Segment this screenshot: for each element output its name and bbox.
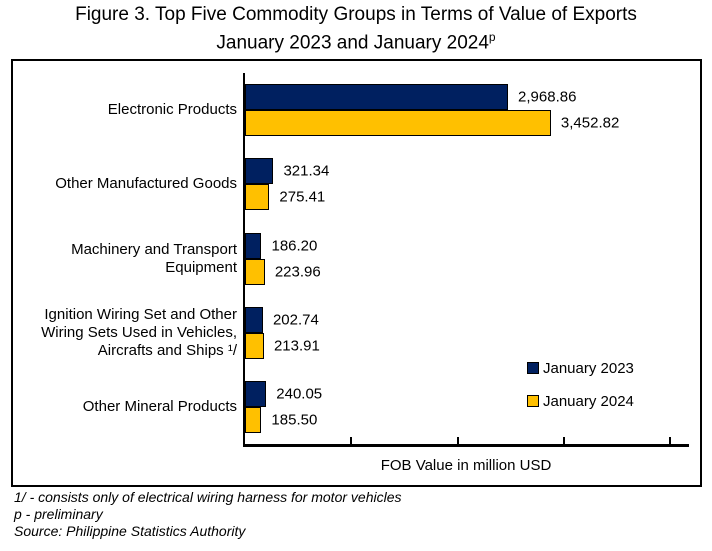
- value-label: 321.34: [283, 162, 330, 180]
- y-axis-line: [243, 73, 245, 446]
- value-label: 240.05: [276, 385, 323, 403]
- x-axis-tick: [669, 437, 672, 444]
- category-label: Other Manufactured Goods: [55, 175, 237, 193]
- x-axis-tick: [456, 437, 459, 444]
- value-label: 202.74: [272, 311, 319, 329]
- chart-title: Figure 3. Top Five Commodity Groups in T…: [0, 4, 712, 54]
- footnote-preliminary: p - preliminary: [14, 506, 103, 522]
- bar-january-2023: [245, 158, 274, 185]
- legend-label: January 2023: [543, 359, 634, 377]
- bar-january-2024: [245, 406, 262, 433]
- bar-january-2023: [245, 380, 267, 407]
- x-axis-tick: [562, 437, 565, 444]
- value-label: 3,452.82: [560, 114, 620, 132]
- category-label: Electronic Products: [107, 101, 237, 119]
- chart-canvas: Electronic Products Other Manufactured Go…: [11, 59, 702, 487]
- legend-label: January 2024: [543, 392, 634, 410]
- plot-area: 2,968.86 3,452.82 321.34 275.41 186.20 223.96…: [245, 73, 698, 444]
- bar-january-2024: [245, 110, 551, 137]
- footnotes: 1/ - consists only of electrical wiring …: [14, 489, 401, 540]
- chart-title-line2: January 2023 and January 2024p: [216, 30, 496, 54]
- footnote-source: Source: Philippine Statistics Authority: [14, 523, 246, 539]
- x-axis-title: FOB Value in million USD: [380, 457, 552, 474]
- value-label: 185.50: [271, 411, 318, 429]
- chart-title-line1: Figure 3. Top Five Commodity Groups in T…: [75, 4, 637, 25]
- category-axis: Electronic Products Other Manufactured Go…: [19, 73, 237, 444]
- legend-item-january-2024: January 2024: [527, 390, 634, 412]
- value-label: 186.20: [271, 237, 318, 254]
- legend: January 2023 January 2024: [527, 357, 634, 423]
- preliminary-superscript: p: [488, 30, 496, 44]
- value-label: 2,968.86: [518, 88, 577, 106]
- bar-january-2023: [245, 232, 262, 259]
- category-label: Machinery and Transport Equipment: [71, 240, 237, 276]
- value-label: 213.91: [273, 337, 320, 355]
- bar-january-2024: [245, 184, 270, 211]
- legend-swatch-january-2023: [527, 362, 539, 374]
- bar-january-2024: [245, 258, 265, 285]
- legend-item-january-2023: January 2023: [527, 357, 634, 379]
- bar-january-2024: [245, 332, 264, 359]
- legend-swatch-january-2024: [527, 395, 539, 407]
- value-label: 223.96: [274, 263, 321, 280]
- category-label: Ignition Wiring Set and Other Wiring Sets…: [41, 305, 237, 359]
- x-axis-line: [243, 444, 689, 447]
- footnote-wiring-harness: 1/ - consists only of electrical wiring …: [14, 489, 402, 505]
- x-axis-tick: [350, 437, 353, 444]
- bar-january-2023: [245, 306, 263, 333]
- value-label: 275.41: [279, 188, 326, 206]
- category-label: Other Mineral Products: [82, 397, 237, 415]
- bar-january-2023: [245, 84, 509, 111]
